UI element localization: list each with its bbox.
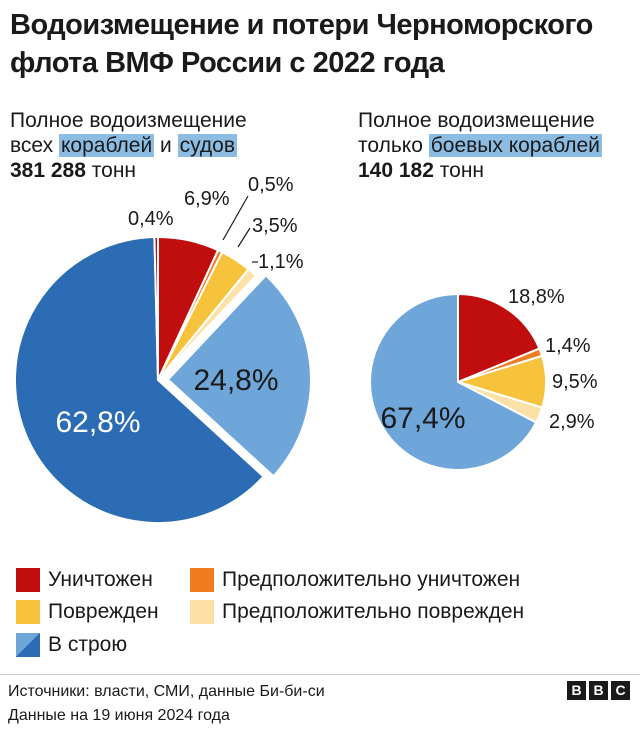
legend-label-destroyed: Уничтожен xyxy=(48,568,153,591)
left-subtitle-line2: всех кораблей и судов xyxy=(10,133,247,158)
pie-all-slice-4 xyxy=(157,267,258,381)
left-total-unit: тонн xyxy=(85,159,137,182)
right-subtitle-text-a: только xyxy=(358,134,429,157)
legend-swatch-presumed-destroyed xyxy=(190,568,214,592)
pie-combat-slice-1 xyxy=(457,292,541,384)
sources-note: Источники: власти, СМИ, данные Би-би-си xyxy=(8,683,325,700)
legend-label-in-service: В строю xyxy=(48,633,128,656)
legend-item-in-service: В строю xyxy=(16,633,127,657)
footer-divider xyxy=(0,674,640,675)
pie-combat-label-2: 1,4% xyxy=(545,335,591,357)
right-subtitle-line2: только боевых кораблей xyxy=(358,133,602,158)
pie-all-label-7: 0,4% xyxy=(128,208,174,230)
legend-label-presumed-damaged: Предположительно поврежден xyxy=(222,600,525,623)
pie-combat-label-1: 18,8% xyxy=(508,286,565,308)
legend-label-damaged: Поврежден xyxy=(48,600,159,623)
right-total-number: 140 182 xyxy=(358,159,434,182)
legend-item-damaged: Поврежден xyxy=(16,600,159,624)
chart-title: Водоизмещение и потери Черноморского фло… xyxy=(10,9,593,79)
pie-combat-slice-5 xyxy=(369,292,538,471)
pie-all-label-6: 62,8% xyxy=(55,406,140,439)
left-subtitle-line1: Полное водоизмещение xyxy=(10,109,247,132)
left-subtitle-text-c: и xyxy=(154,134,178,157)
pie-all-label-5: 24,8% xyxy=(193,364,278,397)
left-subtitle: Полное водоизмещение всех кораблей и суд… xyxy=(10,108,247,183)
pie-combat-label-3: 9,5% xyxy=(552,371,598,393)
pie-all-label-1: 6,9% xyxy=(184,188,230,210)
legend-swatch-presumed-damaged xyxy=(190,600,214,624)
pie-charts: 6,9% 0,5% 3,5% 1,1% 24,8% 62,8% 0,4% 18,8% 1,4% 9… xyxy=(14,174,598,525)
highlight-ships: кораблей xyxy=(58,134,155,157)
pie-all-label-4: 1,1% xyxy=(258,251,304,273)
legend-swatch-in-service xyxy=(16,633,40,657)
bbc-logo-letter-3: C xyxy=(611,681,630,700)
highlight-combat-ships: боевых кораблей xyxy=(428,134,602,157)
legend-swatch-damaged xyxy=(16,600,40,624)
pie-combat-label-5: 67,4% xyxy=(380,402,465,435)
legend-item-presumed-damaged: Предположительно поврежден xyxy=(190,600,524,624)
bbc-logo: B B C xyxy=(567,681,630,700)
bbc-logo-letter-1: B xyxy=(567,681,586,700)
pie-all-slice-7 xyxy=(153,235,159,381)
legend-item-presumed-destroyed: Предположительно уничтожен xyxy=(190,568,520,592)
pie-all-label-2: 0,5% xyxy=(248,174,294,196)
left-total: 381 288 тонн xyxy=(10,158,247,183)
right-subtitle: Полное водоизмещение только боевых кораб… xyxy=(358,108,602,183)
left-total-number: 381 288 xyxy=(10,159,86,182)
pie-all-slice-5 xyxy=(166,273,312,478)
pie-combat-label-4: 2,9% xyxy=(549,411,595,433)
bbc-logo-letter-2: B xyxy=(589,681,608,700)
legend-item-destroyed: Уничтожен xyxy=(16,568,153,592)
pie-all-slice-6 xyxy=(14,236,265,525)
date-note: Данные на 19 июня 2024 года xyxy=(8,707,230,724)
pie-all-leader-3 xyxy=(237,227,251,248)
legend-label-presumed-destroyed: Предположительно уничтожен xyxy=(222,568,521,591)
right-total: 140 182 тонн xyxy=(358,158,602,183)
right-subtitle-line1: Полное водоизмещение xyxy=(358,109,595,132)
left-subtitle-text-a: всех xyxy=(10,134,59,157)
highlight-vessels: судов xyxy=(177,134,238,157)
pie-all-leader-2 xyxy=(222,195,249,241)
right-total-unit: тонн xyxy=(433,159,485,182)
legend-swatch-destroyed xyxy=(16,568,40,592)
pie-all-label-3: 3,5% xyxy=(252,215,298,237)
